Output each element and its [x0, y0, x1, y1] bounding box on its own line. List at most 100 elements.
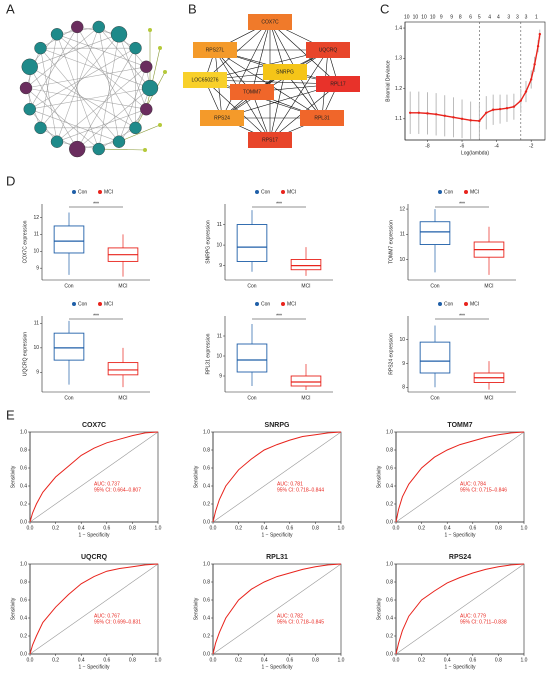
- y-tick-label: 0.8: [20, 579, 27, 585]
- edge: [25, 87, 99, 150]
- edge: [204, 79, 339, 85]
- edge: [269, 21, 339, 85]
- chart-title: UQCRQ: [81, 554, 108, 561]
- diagonal: [212, 431, 342, 523]
- x-tick-label: 0.0: [210, 657, 217, 663]
- x-axis-label: Log(lambda): [461, 150, 489, 156]
- x-tick-label: 0.2: [235, 657, 242, 663]
- top-label: 5: [478, 14, 481, 20]
- x-tick-label: 0.2: [235, 525, 242, 531]
- y-tick-label: 0.8: [20, 447, 27, 453]
- x-tick-label: 0.0: [393, 525, 400, 531]
- y-tick-label: 9: [219, 263, 222, 269]
- point: [434, 113, 438, 116]
- y-tick-label: 0.2: [386, 633, 393, 639]
- roc-curve: [29, 563, 159, 655]
- point: [485, 111, 488, 114]
- x-tick-label: Con: [430, 395, 439, 401]
- y-axis-label: Sensitivity: [376, 597, 382, 620]
- y-axis-label: RPL31 expression: [205, 333, 211, 374]
- y-tick-label: 1.0: [203, 561, 210, 567]
- chart-title: SNRPG: [265, 422, 290, 429]
- y-tick-label: 11: [400, 232, 405, 238]
- y-tick-label: 0.8: [386, 447, 393, 453]
- roc-curve: [29, 431, 159, 523]
- edge: [29, 108, 120, 142]
- x-axis-label: 1 − Specificity: [79, 664, 110, 670]
- node: [34, 121, 47, 135]
- edge: [56, 26, 100, 142]
- legend-marker: [98, 302, 102, 306]
- node: [129, 121, 142, 135]
- chart-title: RPS24: [449, 554, 471, 561]
- edge: [40, 34, 120, 129]
- edge: [40, 47, 120, 142]
- point: [536, 45, 540, 48]
- edge: [25, 87, 147, 110]
- y-axis-label: Sensitivity: [10, 597, 16, 620]
- y-tick-label: 10: [216, 353, 222, 359]
- box: [236, 343, 268, 373]
- y-tick-label: 11: [217, 222, 222, 228]
- point: [505, 107, 509, 110]
- y-tick-label: 0.0: [20, 651, 27, 657]
- significance: ***: [93, 313, 99, 319]
- node: [69, 140, 86, 158]
- edge: [135, 71, 166, 128]
- y-tick-label: 0.0: [386, 651, 393, 657]
- x-tick-label: 1.0: [155, 525, 162, 531]
- y-tick-label: 10: [33, 345, 39, 351]
- top-label: 3: [525, 14, 528, 20]
- plot-frame: [404, 21, 546, 141]
- y-tick-label: 0.4: [203, 483, 210, 489]
- diagonal: [395, 563, 525, 655]
- node: [50, 135, 64, 148]
- y-tick-label: 0.0: [386, 519, 393, 525]
- node: [306, 42, 350, 58]
- node-label: RPL31: [314, 115, 330, 121]
- x-tick-label: 0.4: [261, 525, 268, 531]
- node: [316, 76, 360, 92]
- y-tick-label: 12: [33, 215, 39, 221]
- significance: ***: [459, 313, 465, 319]
- box: [290, 259, 322, 271]
- node: [19, 81, 33, 95]
- node: [263, 64, 307, 80]
- x-tick-label: Con: [64, 283, 73, 289]
- y-tick-label: 12: [399, 206, 405, 212]
- y-tick-label: 8: [402, 385, 405, 391]
- node: [129, 41, 142, 55]
- edge: [29, 66, 136, 129]
- x-tick-label: 0.6: [103, 525, 110, 531]
- node-label: RPS27L: [206, 47, 225, 53]
- legend-label: MCI: [287, 189, 296, 195]
- y-tick-label: 10: [399, 257, 405, 263]
- edge: [98, 26, 151, 89]
- deviance-line: [410, 34, 541, 122]
- node: [183, 72, 227, 88]
- x-tick-label: 1.0: [155, 657, 162, 663]
- top-label: 1: [535, 14, 538, 20]
- y-tick-label: 0.6: [386, 597, 393, 603]
- chart-title: TOMM7: [447, 422, 472, 429]
- edge: [98, 26, 120, 142]
- y-tick-label: 0.2: [20, 501, 27, 507]
- point: [452, 116, 455, 119]
- diagonal: [29, 431, 159, 523]
- diagonal: [212, 563, 342, 655]
- edge: [25, 26, 99, 89]
- annotation: 95% CI: 0.718–0.844: [277, 488, 324, 494]
- x-tick-label: 0.2: [52, 525, 59, 531]
- top-label: 10: [430, 14, 436, 20]
- top-label: 6: [469, 14, 472, 20]
- point: [538, 32, 542, 36]
- x-tick-label: 0.6: [469, 525, 476, 531]
- legend-label: Con: [78, 189, 87, 195]
- x-tick-label: 1.0: [521, 657, 528, 663]
- legend-marker: [255, 190, 259, 194]
- node: [50, 28, 64, 41]
- x-tick-label: MCI: [118, 395, 127, 401]
- x-axis-label: 1 − Specificity: [445, 532, 476, 538]
- node-label: RPL17: [330, 81, 346, 87]
- x-tick-label: 0.4: [444, 525, 451, 531]
